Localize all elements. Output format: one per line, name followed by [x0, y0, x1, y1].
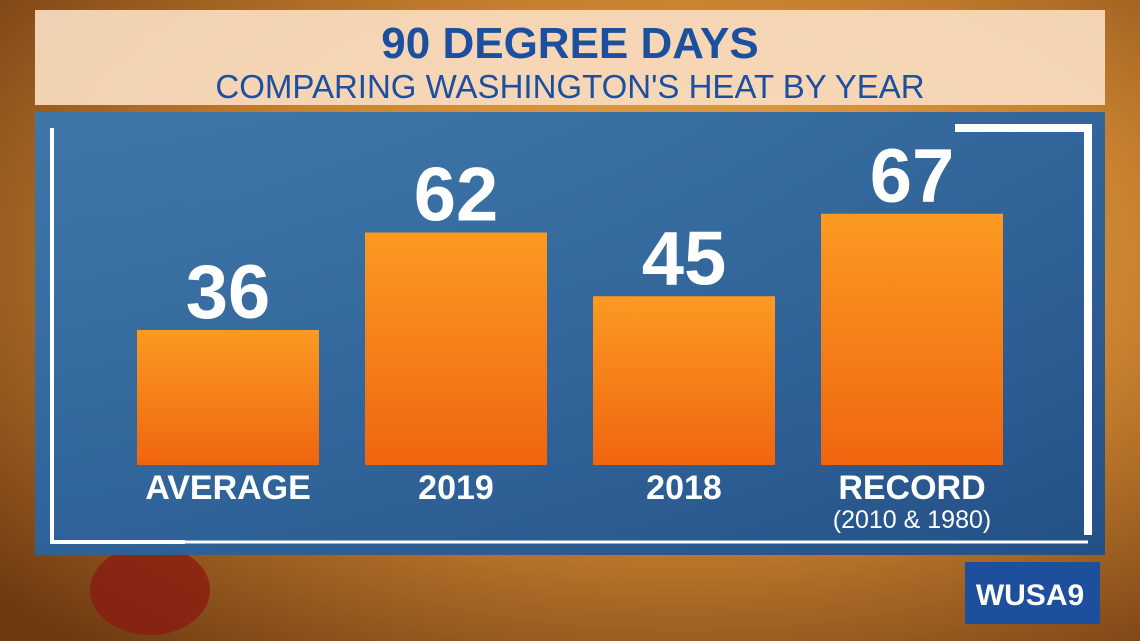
chart-subtitle: COMPARING WASHINGTON'S HEAT BY YEAR	[215, 68, 924, 105]
chart-title: 90 DEGREE DAYS	[381, 19, 758, 68]
bar	[821, 213, 1003, 465]
bar	[593, 296, 775, 465]
bar	[365, 232, 547, 465]
x-tick-label: AVERAGE	[145, 469, 311, 507]
value-label: 67	[870, 134, 955, 219]
thermometer-bulb	[90, 545, 210, 635]
logo-box	[965, 562, 1100, 624]
annotation: (2010 & 1980)	[833, 506, 991, 534]
bar	[137, 330, 319, 465]
plot: 36 AVERAGE 62 2019 45 2018 67 RECORD(2010 & 198…	[137, 134, 1003, 534]
value-label: 45	[642, 216, 727, 301]
title-band	[35, 10, 1105, 105]
frame-bracket	[955, 124, 1092, 535]
x-tick-label: RECORD	[838, 469, 985, 507]
value-label: 36	[186, 250, 271, 335]
x-tick-label: 2018	[646, 469, 722, 507]
x-tick-label: 2019	[418, 469, 494, 507]
value-label: 62	[414, 153, 499, 238]
logo: WUSA9	[976, 579, 1084, 612]
